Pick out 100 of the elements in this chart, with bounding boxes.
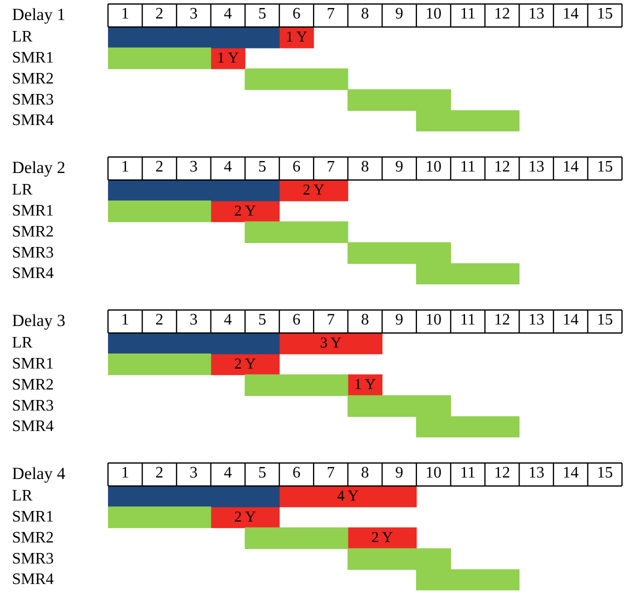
data-label: 1 Y — [286, 29, 308, 46]
chart-title: Delay 2 — [12, 158, 66, 177]
y-tick-label: SMR1 — [12, 202, 54, 220]
bar — [210, 200, 280, 222]
data-label: 1 Y — [217, 50, 239, 66]
x-tick-label: 6 — [292, 158, 300, 176]
x-tick-label: 4 — [224, 6, 232, 23]
data-label: 2 Y — [371, 530, 394, 546]
x-tick-label: 1 — [121, 464, 130, 482]
x-tick-label: 3 — [190, 464, 198, 482]
x-tick-label: 15 — [596, 464, 613, 482]
data-label: 4 Y — [337, 488, 359, 504]
x-tick-label: 3 — [190, 312, 198, 329]
x-tick-label: 4 — [224, 464, 232, 482]
chart-title: Delay 4 — [12, 464, 66, 483]
data-label: 2 Y — [234, 509, 256, 526]
data-label: 2 Y — [234, 203, 256, 220]
x-tick-label: 1 — [121, 6, 130, 23]
x-tick-label: 9 — [395, 6, 404, 23]
x-tick-label: 5 — [258, 6, 266, 23]
x-tick-label: 14 — [562, 158, 579, 176]
x-tick-label: 13 — [528, 6, 544, 23]
x-tick-label: 5 — [258, 158, 266, 176]
x-tick-label: 6 — [292, 464, 300, 482]
y-tick-label: SMR2 — [12, 529, 54, 546]
x-tick-label: 13 — [528, 158, 544, 176]
bar — [108, 506, 212, 528]
x-tick-label: 8 — [361, 312, 369, 329]
x-tick-label: 1 — [121, 158, 130, 176]
chart-title: Delay 3 — [12, 310, 66, 330]
x-tick-label: 7 — [326, 464, 335, 482]
y-tick-label: SMR2 — [12, 376, 54, 394]
x-tick-label: 15 — [596, 312, 613, 329]
x-tick-label: 10 — [426, 464, 442, 482]
data-label: 2 Y — [302, 182, 325, 198]
x-tick-label: 3 — [190, 6, 198, 23]
bar — [108, 180, 280, 202]
x-tick-label: 2 — [155, 158, 164, 176]
bar — [279, 180, 348, 202]
y-tick-label: SMR2 — [12, 70, 54, 88]
bar — [108, 354, 212, 376]
x-tick-label: 2 — [155, 464, 164, 482]
x-tick-label: 5 — [258, 464, 266, 482]
y-tick-label: SMR3 — [12, 244, 54, 262]
x-tick-label: 11 — [460, 158, 476, 176]
x-tick-label: 7 — [326, 158, 335, 176]
bar — [210, 354, 280, 376]
y-tick-label: SMR3 — [12, 91, 54, 108]
x-tick-label: 7 — [326, 312, 335, 329]
x-tick-label: 2 — [155, 6, 164, 23]
x-tick-label: 9 — [395, 158, 404, 176]
x-tick-label: 7 — [326, 6, 335, 23]
x-tick-label: 14 — [562, 312, 579, 329]
x-tick-label: 8 — [361, 6, 369, 23]
y-tick-label: LR — [12, 182, 33, 199]
x-tick-label: 10 — [426, 312, 442, 329]
x-tick-label: 13 — [528, 464, 544, 482]
y-tick-label: SMR3 — [12, 397, 54, 414]
x-tick-label: 14 — [562, 6, 579, 23]
x-tick-label: 11 — [460, 312, 476, 329]
y-tick-label: SMR1 — [12, 50, 54, 67]
bar — [279, 486, 417, 508]
x-tick-label: 15 — [596, 6, 613, 23]
y-tick-label: SMR1 — [12, 356, 54, 373]
x-tick-label: 12 — [494, 312, 510, 329]
x-tick-label: 8 — [361, 464, 369, 482]
x-tick-label: 8 — [361, 158, 369, 176]
x-tick-label: 11 — [460, 464, 476, 482]
data-label: 3 Y — [320, 335, 342, 352]
x-tick-label: 12 — [494, 158, 510, 176]
bar — [348, 527, 417, 549]
y-tick-label: SMR2 — [12, 223, 54, 240]
x-tick-label: 1 — [121, 312, 130, 329]
x-tick-label: 12 — [494, 464, 510, 482]
x-tick-label: 12 — [494, 6, 510, 23]
y-tick-label: SMR4 — [12, 571, 54, 588]
x-tick-label: 4 — [224, 158, 232, 176]
y-tick-label: SMR4 — [12, 265, 54, 282]
x-tick-label: 13 — [528, 312, 544, 329]
x-tick-label: 15 — [596, 158, 613, 176]
x-tick-label: 14 — [562, 464, 579, 482]
bar — [210, 506, 280, 528]
x-tick-label: 6 — [292, 312, 300, 329]
y-tick-label: LR — [12, 334, 33, 352]
bar — [108, 333, 280, 354]
bar — [108, 27, 280, 48]
y-tick-label: SMR4 — [12, 112, 54, 130]
x-tick-label: 11 — [460, 6, 476, 23]
bar — [108, 48, 212, 70]
x-tick-label: 9 — [395, 464, 404, 482]
y-tick-label: SMR4 — [12, 418, 54, 436]
x-tick-label: 10 — [426, 6, 442, 23]
data-label: 2 Y — [234, 356, 256, 372]
bar — [108, 200, 212, 222]
x-tick-label: 6 — [292, 6, 300, 23]
bar — [108, 486, 280, 508]
y-tick-label: LR — [12, 488, 33, 505]
x-tick-label: 2 — [155, 312, 164, 329]
y-tick-label: SMR1 — [12, 508, 54, 526]
bar — [279, 333, 382, 354]
